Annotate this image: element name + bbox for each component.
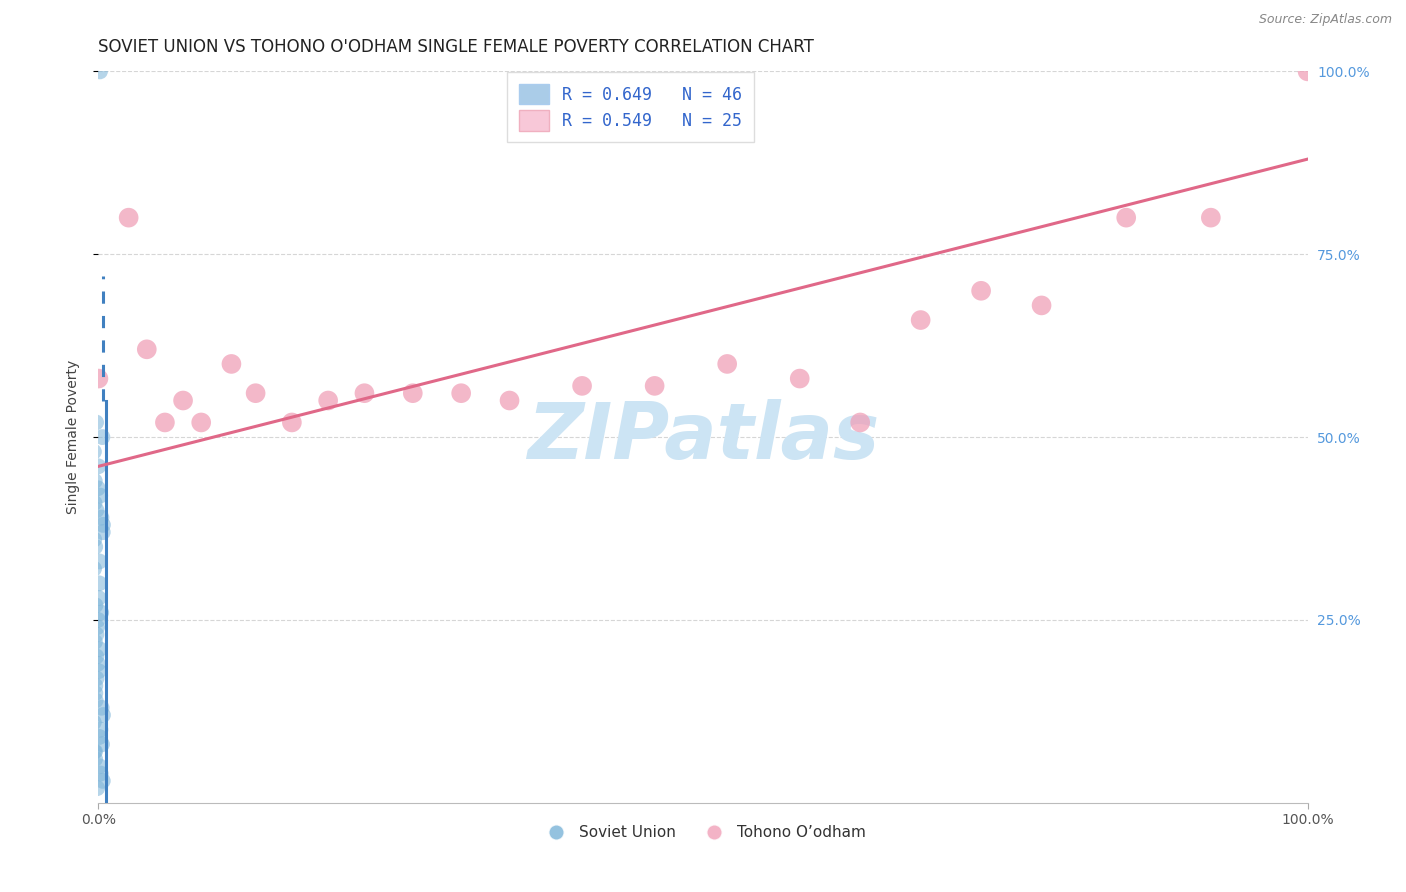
Point <box>84 752 107 766</box>
Point <box>644 379 666 393</box>
Point <box>86 503 108 517</box>
Point <box>450 386 472 401</box>
Point <box>190 416 212 430</box>
Point <box>86 781 108 796</box>
Point <box>87 481 110 495</box>
Point <box>91 773 114 788</box>
Point <box>89 576 111 591</box>
Point <box>91 737 114 751</box>
Point <box>172 393 194 408</box>
Point <box>245 386 267 401</box>
Point <box>84 416 107 430</box>
Point <box>86 672 108 686</box>
Point <box>90 766 112 780</box>
Text: Source: ZipAtlas.com: Source: ZipAtlas.com <box>1258 13 1392 27</box>
Point <box>716 357 738 371</box>
Point <box>84 693 107 707</box>
Point <box>1296 64 1319 78</box>
Point <box>87 371 110 385</box>
Point <box>83 496 105 510</box>
Point <box>87 657 110 671</box>
Point <box>90 510 112 524</box>
Point <box>970 284 993 298</box>
Point <box>84 599 107 613</box>
Point <box>83 745 105 759</box>
Point <box>83 533 105 547</box>
Point <box>221 357 243 371</box>
Point <box>1115 211 1137 225</box>
Point <box>1031 298 1053 312</box>
Point <box>402 386 425 401</box>
Point <box>91 525 114 540</box>
Point <box>86 627 108 641</box>
Point <box>87 613 110 627</box>
Point <box>89 64 111 78</box>
Point <box>1199 211 1222 225</box>
Point <box>90 700 112 714</box>
Point <box>281 416 304 430</box>
Point <box>91 430 114 444</box>
Point <box>83 444 105 458</box>
Point <box>118 211 141 225</box>
Y-axis label: Single Female Poverty: Single Female Poverty <box>66 360 80 514</box>
Point <box>89 554 111 568</box>
Text: SOVIET UNION VS TOHONO O'ODHAM SINGLE FEMALE POVERTY CORRELATION CHART: SOVIET UNION VS TOHONO O'ODHAM SINGLE FE… <box>98 38 814 56</box>
Point <box>84 540 107 554</box>
Text: ZIPatlas: ZIPatlas <box>527 399 879 475</box>
Point <box>571 379 593 393</box>
Point <box>86 649 108 664</box>
Legend: Soviet Union, Tohono O’odham: Soviet Union, Tohono O’odham <box>534 819 872 847</box>
Point <box>87 591 110 605</box>
Point <box>87 664 110 678</box>
Point <box>90 606 112 620</box>
Point <box>316 393 339 408</box>
Point <box>84 679 107 693</box>
Point <box>135 343 157 357</box>
Point <box>153 416 176 430</box>
Point <box>353 386 375 401</box>
Point <box>89 723 111 737</box>
Point <box>84 686 107 700</box>
Point <box>87 459 110 474</box>
Point <box>498 393 520 408</box>
Point <box>83 562 105 576</box>
Point <box>789 371 811 385</box>
Point <box>89 642 111 657</box>
Point <box>849 416 872 430</box>
Point <box>84 745 107 759</box>
Point <box>91 517 114 532</box>
Point <box>84 635 107 649</box>
Point <box>83 715 105 730</box>
Point <box>89 759 111 773</box>
Point <box>89 730 111 744</box>
Point <box>89 489 111 503</box>
Point <box>910 313 932 327</box>
Point <box>83 474 105 488</box>
Point <box>91 708 114 723</box>
Point <box>86 620 108 634</box>
